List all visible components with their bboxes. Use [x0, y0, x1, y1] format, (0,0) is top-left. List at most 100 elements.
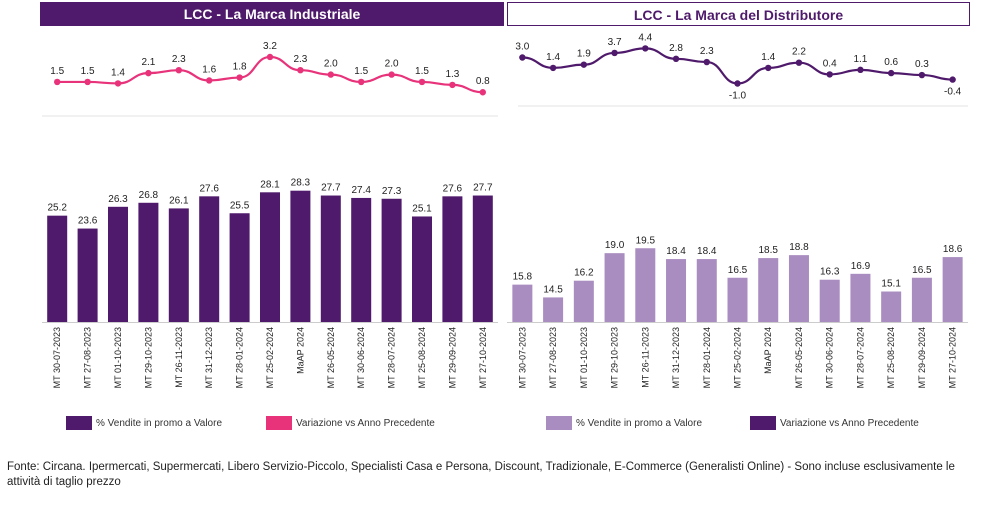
- line-data-label: 3.0: [515, 42, 529, 53]
- bar-data-label: 27.4: [351, 185, 371, 196]
- line-point: [795, 59, 803, 66]
- x-tick-label: MT 28-01-2024: [235, 327, 245, 388]
- line-point: [642, 45, 649, 52]
- bar: [604, 253, 625, 322]
- bar-data-label: 16.5: [728, 265, 748, 276]
- line-point: [857, 66, 864, 74]
- line-point: [358, 78, 365, 86]
- bar: [47, 215, 68, 322]
- line-point: [918, 71, 926, 79]
- bar-data-label: 27.6: [443, 183, 463, 194]
- bar-data-label: 26.3: [108, 194, 128, 205]
- legend-left-line: Variazione vs Anno Precedente: [266, 416, 435, 430]
- bar: [727, 277, 748, 322]
- bar: [138, 202, 159, 322]
- bar-data-label: 25.5: [230, 200, 250, 211]
- bar: [320, 195, 341, 322]
- bar: [77, 228, 98, 322]
- line-point: [479, 89, 486, 96]
- x-tick-label: MT 29-09-2024: [447, 327, 457, 388]
- line-point: [611, 49, 618, 57]
- x-tick-label: MT 29-10-2023: [143, 327, 153, 388]
- bar-data-label: 25.1: [412, 203, 432, 214]
- x-tick-label: MT 27-10-2024: [478, 327, 488, 388]
- x-tick-label: MT 25-02-2024: [265, 327, 275, 388]
- bar-data-label: 26.1: [169, 195, 189, 206]
- line-point: [266, 53, 274, 61]
- bar: [942, 257, 963, 322]
- bar-data-label: 18.6: [943, 244, 963, 255]
- bar-data-label: 27.6: [199, 183, 219, 194]
- bar-data-label: 25.2: [47, 203, 67, 214]
- line-point: [449, 81, 456, 89]
- legend-label: % Vendite in promo a Valore: [576, 417, 703, 429]
- x-tick-label: MT 25-02-2024: [733, 327, 743, 388]
- legend-swatch: [546, 416, 572, 430]
- line-data-label: 2.1: [141, 57, 155, 68]
- bar: [260, 192, 280, 322]
- line-data-label: 2.2: [792, 47, 806, 58]
- line-data-label: 1.3: [445, 69, 459, 80]
- legend-label: Variazione vs Anno Precedente: [296, 417, 435, 429]
- line-data-label: 2.0: [324, 59, 338, 70]
- x-tick-label: MT 31-12-2023: [204, 327, 214, 388]
- line-data-label: 2.3: [293, 54, 307, 65]
- line-data-label: 0.4: [823, 58, 837, 69]
- line-data-label: 2.0: [385, 59, 399, 70]
- line-point: [734, 80, 741, 87]
- line-data-label: 0.8: [476, 76, 490, 87]
- line-point: [114, 80, 122, 87]
- legend-swatch: [266, 416, 292, 430]
- right-panel-title: LCC - La Marca del Distributore: [507, 2, 970, 26]
- x-tick-label: MT 26-11-2023: [174, 327, 184, 388]
- line-data-label: 2.3: [700, 46, 714, 57]
- bar-data-label: 27.7: [473, 183, 493, 194]
- x-tick-label: MT 28-07-2024: [855, 327, 865, 388]
- line-point: [765, 64, 772, 72]
- bar-data-label: 18.4: [666, 246, 686, 257]
- bar: [199, 196, 220, 322]
- bar: [290, 190, 311, 322]
- line-data-label: 2.3: [172, 54, 186, 65]
- line-point: [549, 64, 557, 72]
- x-tick-label: MT 25-08-2024: [886, 327, 896, 388]
- line-point: [887, 69, 895, 77]
- bar-data-label: 19.0: [605, 240, 625, 251]
- bar-data-label: 26.8: [139, 190, 159, 201]
- bar: [911, 277, 932, 322]
- line-point: [236, 74, 243, 81]
- bar: [666, 259, 687, 322]
- bar: [758, 258, 779, 322]
- legend-swatch: [750, 416, 776, 430]
- line-data-label: 0.6: [884, 57, 898, 68]
- line-point: [175, 66, 182, 74]
- x-tick-label: MT 01-10-2023: [579, 327, 589, 388]
- line-data-label: 3.2: [263, 41, 277, 52]
- bar-data-label: 27.7: [321, 183, 341, 194]
- bar-data-label: 27.3: [382, 186, 402, 197]
- line-point: [388, 71, 395, 78]
- line-point: [672, 55, 680, 62]
- bar-data-label: 15.8: [513, 272, 533, 283]
- x-tick-label: MT 27-08-2023: [548, 327, 558, 388]
- legend-right-bar: % Vendite in promo a Valore: [546, 416, 702, 430]
- line-point: [145, 69, 152, 77]
- left-chart: 25.2 23.6 26.3 26.8 26.1 27.6 25.5 28.1 28.3 27.7…: [42, 41, 498, 388]
- bar: [442, 196, 463, 322]
- bar: [543, 297, 564, 322]
- x-tick-label: MT 27-08-2023: [83, 327, 93, 388]
- x-tick-label: MT 27-10-2024: [948, 327, 958, 388]
- bar: [788, 255, 809, 322]
- bar: [696, 259, 717, 322]
- line-data-label: 1.4: [111, 67, 125, 78]
- bar-data-label: 23.6: [78, 216, 98, 227]
- line-point: [418, 78, 426, 86]
- line-point: [826, 71, 833, 78]
- line-data-label: 1.5: [50, 66, 64, 77]
- bar: [229, 213, 250, 322]
- bar: [168, 208, 189, 322]
- x-tick-label: MT 26-05-2024: [794, 327, 804, 388]
- x-tick-label: MT 29-10-2023: [610, 327, 620, 388]
- line-point: [519, 54, 526, 61]
- legend-right-line: Variazione vs Anno Precedente: [750, 416, 919, 430]
